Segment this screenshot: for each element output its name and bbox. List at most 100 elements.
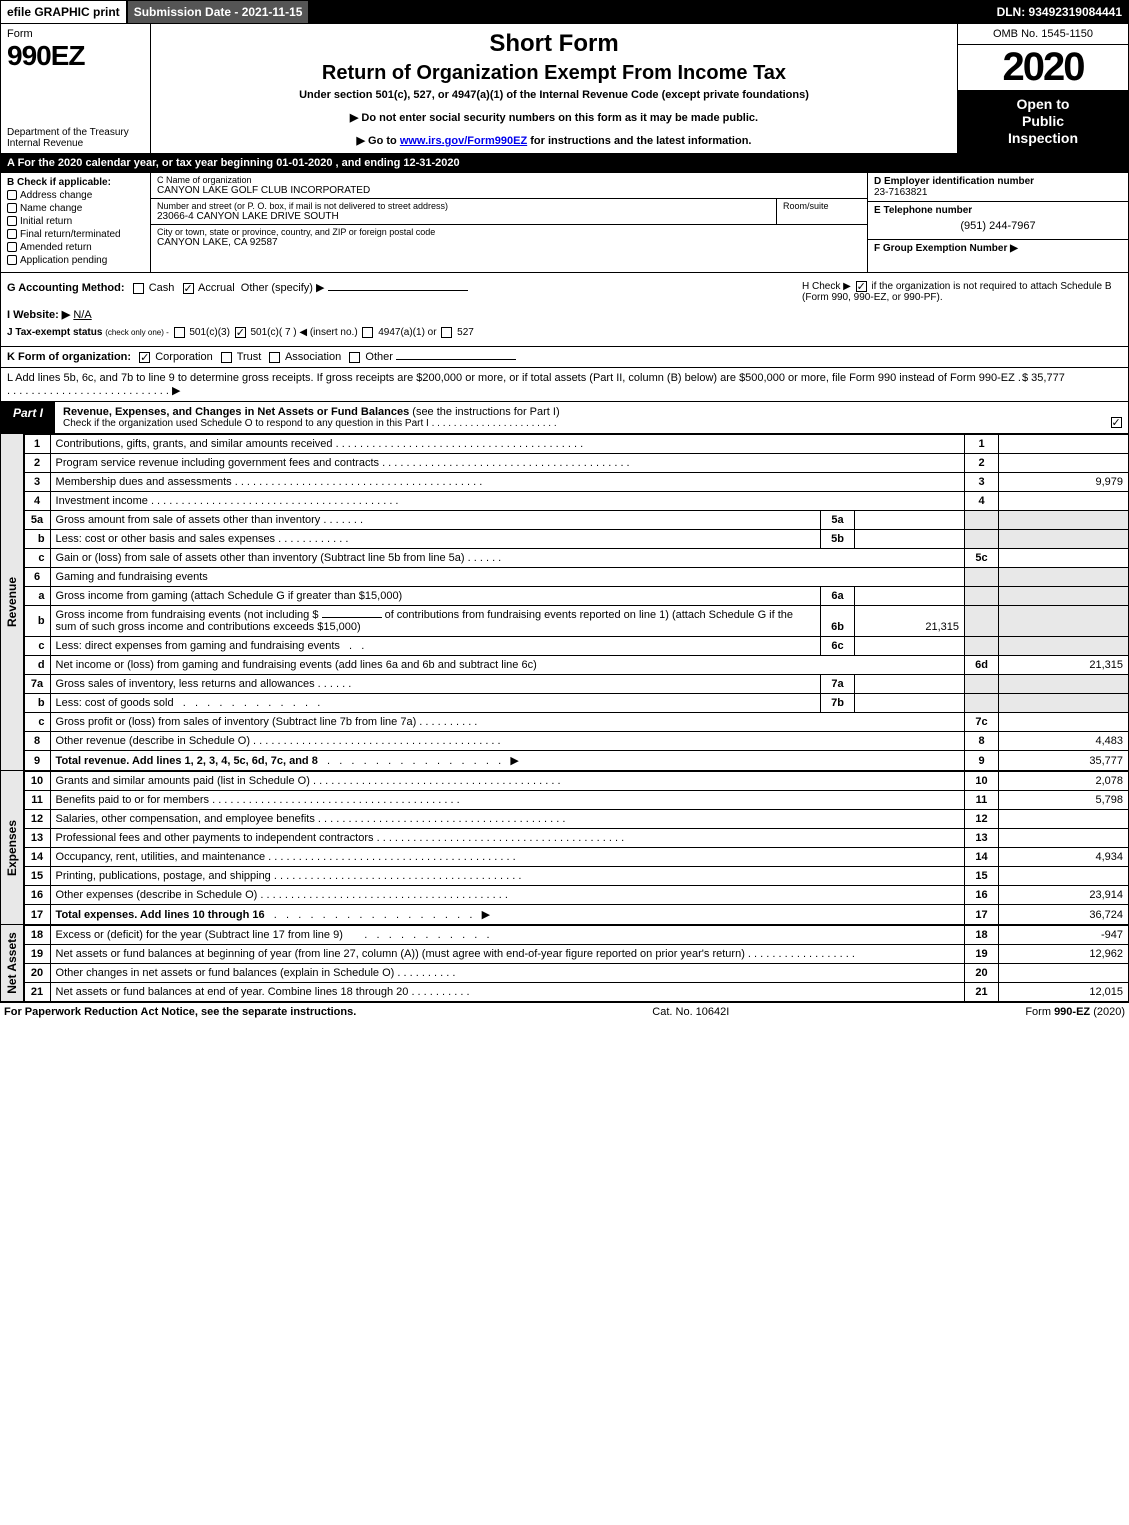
code-subtitle: Under section 501(c), 527, or 4947(a)(1)… <box>159 89 949 101</box>
line-20: 20Other changes in net assets or fund ba… <box>24 964 1128 983</box>
org-name: CANYON LAKE GOLF CLUB INCORPORATED <box>157 185 861 196</box>
chk-501c[interactable] <box>235 327 246 338</box>
part-1-checkline: Check if the organization used Schedule … <box>63 418 1096 429</box>
line-4: 4Investment income 4 <box>24 492 1128 511</box>
sub-5b <box>855 530 965 549</box>
line-2: 2Program service revenue including gover… <box>24 454 1128 473</box>
amt-1 <box>999 435 1129 454</box>
chk-527[interactable] <box>441 327 452 338</box>
org-info-block: B Check if applicable: Address change Na… <box>0 173 1129 273</box>
amt-4 <box>999 492 1129 511</box>
city: CANYON LAKE, CA 92587 <box>157 237 861 248</box>
top-bar: efile GRAPHIC print Submission Date - 20… <box>0 0 1129 24</box>
chk-application-pending[interactable] <box>7 255 17 265</box>
amt-8: 4,483 <box>999 732 1129 751</box>
line-6d: dNet income or (loss) from gaming and fu… <box>24 656 1128 675</box>
amt-16: 23,914 <box>999 886 1129 905</box>
chk-amended-return[interactable] <box>7 242 17 252</box>
line-17: 17Total expenses. Add lines 10 through 1… <box>24 905 1128 925</box>
k-form-org: K Form of organization: Corporation Trus… <box>0 347 1129 368</box>
line-19: 19Net assets or fund balances at beginni… <box>24 945 1128 964</box>
form-header: Form 990EZ Department of the Treasury In… <box>0 24 1129 154</box>
efile-print[interactable]: efile GRAPHIC print <box>1 1 128 23</box>
amt-7c <box>999 713 1129 732</box>
form-number: 990EZ <box>7 40 144 72</box>
line-1: 1Contributions, gifts, grants, and simil… <box>24 435 1128 454</box>
header-middle: Short Form Return of Organization Exempt… <box>151 24 958 153</box>
sub-6a <box>855 587 965 606</box>
line-6a: aGross income from gaming (attach Schedu… <box>24 587 1128 606</box>
footer-left: For Paperwork Reduction Act Notice, see … <box>4 1006 356 1018</box>
website-label: I Website: ▶ <box>7 309 70 321</box>
chk-trust[interactable] <box>221 352 232 363</box>
j-label: J Tax-exempt status <box>7 327 102 338</box>
col-def: D Employer identification number 23-7163… <box>868 173 1128 272</box>
chk-association[interactable] <box>269 352 280 363</box>
amt-6d: 21,315 <box>999 656 1129 675</box>
part-1-checkbox-cell <box>1104 402 1128 433</box>
amt-19: 12,962 <box>999 945 1129 964</box>
amt-17: 36,724 <box>999 905 1129 925</box>
line-7c: cGross profit or (loss) from sales of in… <box>24 713 1128 732</box>
line-14: 14Occupancy, rent, utilities, and mainte… <box>24 848 1128 867</box>
sub-6b: 21,315 <box>855 606 965 637</box>
amt-5c <box>999 549 1129 568</box>
line-6: 6Gaming and fundraising events <box>24 568 1128 587</box>
line-3: 3Membership dues and assessments 39,979 <box>24 473 1128 492</box>
chk-name-change[interactable] <box>7 203 17 213</box>
line-7a: 7aGross sales of inventory, less returns… <box>24 675 1128 694</box>
line-10: 10Grants and similar amounts paid (list … <box>24 772 1128 791</box>
header-right: OMB No. 1545-1150 2020 Open to Public In… <box>958 24 1128 153</box>
chk-initial-return[interactable] <box>7 216 17 226</box>
org-name-label: C Name of organization <box>157 175 861 185</box>
chk-accrual[interactable] <box>183 283 194 294</box>
address-label: Number and street (or P. O. box, if mail… <box>157 201 770 211</box>
expenses-table: 10Grants and similar amounts paid (list … <box>24 771 1129 925</box>
amt-21: 12,015 <box>999 983 1129 1002</box>
amt-18: -947 <box>999 926 1129 945</box>
amt-13 <box>999 829 1129 848</box>
chk-schedule-b[interactable] <box>856 281 867 292</box>
chk-501c3[interactable] <box>174 327 185 338</box>
header-left: Form 990EZ Department of the Treasury In… <box>1 24 151 153</box>
line-16: 16Other expenses (describe in Schedule O… <box>24 886 1128 905</box>
website-value: N/A <box>73 309 91 321</box>
amt-3: 9,979 <box>999 473 1129 492</box>
side-label-revenue: Revenue <box>0 434 24 771</box>
chk-final-return[interactable] <box>7 229 17 239</box>
chk-cash[interactable] <box>133 283 144 294</box>
g-accounting: G Accounting Method: Cash Accrual Other … <box>7 281 782 338</box>
other-org-line <box>396 359 516 360</box>
line-13: 13Professional fees and other payments t… <box>24 829 1128 848</box>
city-label: City or town, state or province, country… <box>157 227 861 237</box>
short-form-title: Short Form <box>159 30 949 58</box>
footer-mid: Cat. No. 10642I <box>652 1006 729 1018</box>
line-12: 12Salaries, other compensation, and empl… <box>24 810 1128 829</box>
net-assets-section: Net Assets 18Excess or (deficit) for the… <box>0 925 1129 1002</box>
sub-7a <box>855 675 965 694</box>
part-1-header: Part I Revenue, Expenses, and Changes in… <box>0 402 1129 434</box>
page-footer: For Paperwork Reduction Act Notice, see … <box>0 1002 1129 1021</box>
col-b-title: B Check if applicable: <box>7 177 144 188</box>
line-11: 11Benefits paid to or for members 115,79… <box>24 791 1128 810</box>
line-6b: bGross income from fundraising events (n… <box>24 606 1128 637</box>
footer-right: Form 990-EZ (2020) <box>1025 1006 1125 1018</box>
net-assets-table: 18Excess or (deficit) for the year (Subt… <box>24 925 1129 1002</box>
other-specify-line <box>328 290 468 291</box>
line-21: 21Net assets or fund balances at end of … <box>24 983 1128 1002</box>
chk-corporation[interactable] <box>139 352 150 363</box>
irs-link[interactable]: www.irs.gov/Form990EZ <box>400 135 527 147</box>
chk-other-org[interactable] <box>349 352 360 363</box>
sub-7b <box>855 694 965 713</box>
topbar-spacer <box>310 1 990 23</box>
line-18: 18Excess or (deficit) for the year (Subt… <box>24 926 1128 945</box>
chk-4947[interactable] <box>362 327 373 338</box>
sub-5a <box>855 511 965 530</box>
l-amount: $ 35,777 <box>1022 372 1122 397</box>
chk-address-change[interactable] <box>7 190 17 200</box>
side-label-expenses: Expenses <box>0 771 24 925</box>
chk-schedule-o[interactable] <box>1111 417 1122 428</box>
col-c-org: C Name of organization CANYON LAKE GOLF … <box>151 173 868 272</box>
line-9: 9Total revenue. Add lines 1, 2, 3, 4, 5c… <box>24 751 1128 771</box>
part-1-title: Revenue, Expenses, and Changes in Net As… <box>55 402 1104 433</box>
